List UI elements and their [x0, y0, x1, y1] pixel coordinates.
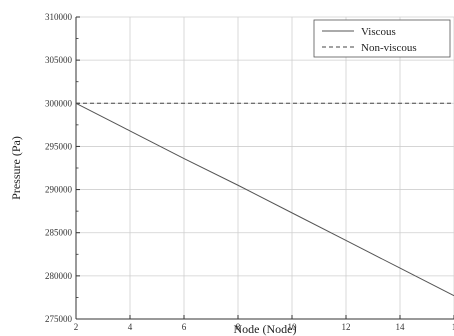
y-tick-label-4: 295000 — [45, 141, 73, 151]
x-tick-label-7: 1 — [452, 322, 454, 332]
x-tick-label-6: 14 — [396, 322, 406, 332]
x-tick-label-1: 4 — [128, 322, 133, 332]
y-axis-label: Pressure (Pa) — [9, 136, 23, 200]
y-tick-label-3: 290000 — [45, 185, 73, 195]
y-tick-label-1: 280000 — [45, 271, 73, 281]
x-tick-label-2: 6 — [182, 322, 187, 332]
legend: Viscous Non-viscous — [313, 19, 451, 58]
y-tick-label-2: 285000 — [45, 228, 73, 238]
plot-area — [76, 17, 454, 319]
legend-box — [313, 19, 451, 58]
axes — [75, 16, 454, 320]
series-line-viscous — [75, 102, 454, 297]
y-tick-label-0: 275000 — [45, 314, 73, 324]
y-tick-label-7: 310000 — [45, 12, 73, 22]
y-tick-label-6: 305000 — [45, 55, 73, 65]
legend-label-non-viscous: Non-viscous — [361, 42, 417, 54]
series-group — [75, 102, 454, 297]
y-tick-label-5: 300000 — [45, 98, 73, 108]
x-tick-label-5: 12 — [342, 322, 351, 332]
legend-label-viscous: Viscous — [361, 26, 396, 38]
tick-labels: 2 4 6 8 10 12 14 1 275000 280000 285000 290000 29500… — [45, 12, 454, 332]
x-axis-label: Node (Node) — [234, 322, 297, 336]
x-tick-label-3: 8 — [236, 322, 241, 332]
x-tick-label-0: 2 — [74, 322, 79, 332]
x-tick-label-4: 10 — [288, 322, 298, 332]
